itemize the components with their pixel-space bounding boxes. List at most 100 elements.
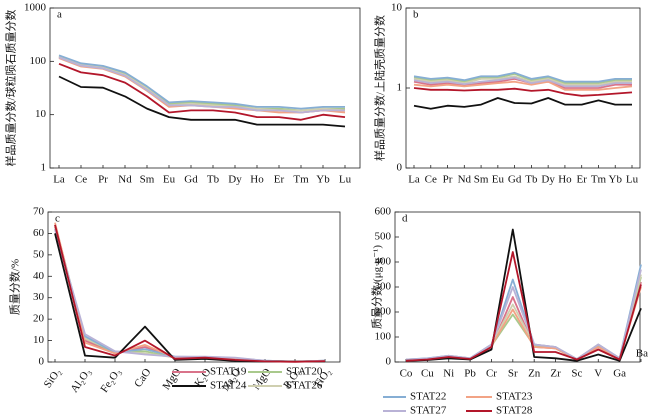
series-line [58,56,345,114]
x-tick-label: Yb [316,174,330,186]
x-tick-label: Ho [250,174,264,186]
x-tick-label: Cu [421,368,434,380]
x-tick-label: La [408,174,420,186]
x-tick-label: Dy [541,174,555,186]
series-line [413,87,633,97]
x-tick-label: Pr [98,174,108,186]
legend-label: STAT19 [210,366,247,378]
series-line [58,54,345,110]
x-tick-label: Cr [486,368,497,380]
y-tick-label: 30 [33,291,45,303]
panel-label: d [402,213,408,225]
series-line [58,62,346,121]
y-tick-label: 600 [375,206,392,218]
x-tick-label: Tm [293,174,309,186]
x-tick-label: Tb [207,174,220,186]
x-tick-label: SiO₂ [42,366,64,390]
x-tick-label: Sm [140,174,155,186]
legend-label: STAT28 [496,405,533,417]
x-tick-label: Sm [474,174,489,186]
x-tick-label: Eu [492,174,505,186]
series-line [58,75,346,128]
x-tick-label: Zn [528,368,541,380]
series-line [54,228,326,363]
legend-label: STAT26 [286,380,323,392]
legend-label: STAT20 [286,366,323,378]
series-line [413,80,633,91]
y-axis-title: 样品质量分数/球粒陨石质量分数 [4,9,18,166]
x-tick-label: Pr [443,174,453,186]
y-tick-label: 500 [375,231,392,243]
x-tick-label: Lu [339,174,352,186]
legend-label: STAT22 [410,391,446,403]
y-tick-label: 1 [41,162,47,174]
series-line [405,264,642,361]
x-tick-label: Fe₂O₃ [98,366,123,395]
x-tick-label: Ga [613,368,626,380]
series-line [413,97,632,110]
series-line [413,75,632,86]
y-tick-label: 40 [33,270,45,282]
x-tick-label: Al₂O₃ [68,366,93,395]
legend-label: STAT23 [496,391,533,403]
series-line [405,251,642,362]
x-tick-label: V [594,368,602,380]
x-tick-label: Tb [525,174,538,186]
x-tick-label: Er [576,174,587,186]
x-tick-label: La [53,174,65,186]
x-tick-label: Tm [591,174,607,186]
y-tick-label: 400 [375,256,392,268]
legend-label: STAT27 [410,405,447,417]
x-tick-label: Ni [443,368,454,380]
y-tick-label: 200 [375,306,392,318]
plot-frame [49,7,361,169]
y-tick-label: 70 [33,206,45,218]
x-tick-label: Er [274,174,285,186]
series-line [405,269,642,361]
series-line [413,73,632,84]
y-tick-label: 0 [39,356,45,368]
x-tick-label: Ho [558,174,572,186]
x-tick-label: Pb [464,368,476,380]
x-tick-label: Nd [118,174,132,186]
x-tick-label: Gd [184,174,198,186]
x-tick-label: Co [400,368,413,380]
y-tick-label: 10 [33,334,45,346]
x-tick-label: Zr [550,368,561,380]
x-tick-label: Dy [228,174,242,186]
series-line [54,224,326,363]
y-tick-label: 0 [386,356,392,368]
x-tick-label: Ce [425,174,437,186]
panel-label: b [413,9,419,21]
x-tick-label: MgO [250,366,273,392]
y-tick-label: 20 [33,313,45,325]
x-tick-label: Yb [609,174,623,186]
series-line [413,76,632,88]
y-tick-label: 50 [33,248,45,260]
y-tick-label: 10 [35,108,47,120]
plot-frame [394,211,641,363]
y-axis-title: 质量分数/% [9,259,22,315]
y-tick-label: 100 [375,331,392,343]
panel-label: c [55,213,60,225]
x-tick-label: Ce [75,174,87,186]
x-tick-label: CaO [132,366,153,389]
y-axis-title: 样品质量分数/上陆壳质量分数 [373,15,387,161]
y-axis-title: 质量分数/(μg·g⁻¹) [371,245,384,329]
y-tick-label: 1 [397,82,403,94]
panel-label: a [57,9,62,21]
x-tick-label: Sr [508,368,518,380]
y-tick-label: 60 [33,227,45,239]
plot-frame [47,211,341,363]
y-tick-label: 300 [375,281,392,293]
y-tick-label: 0 [397,162,403,174]
x-tick-label: Sc [571,368,582,380]
x-tick-label: Gd [508,174,522,186]
series-line [405,228,642,362]
x-tick-label: MgO [160,366,183,392]
x-tick-label: Eu [163,174,176,186]
plot-frame [405,7,641,169]
y-tick-label: 100 [30,55,47,67]
x-tick-label: Ba [636,348,648,360]
